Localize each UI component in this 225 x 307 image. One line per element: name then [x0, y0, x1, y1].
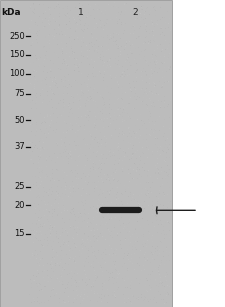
- Text: 1: 1: [78, 8, 84, 17]
- Text: 250: 250: [9, 32, 25, 41]
- Text: 20: 20: [14, 200, 25, 210]
- Text: 50: 50: [14, 116, 25, 125]
- Text: 150: 150: [9, 50, 25, 59]
- Text: kDa: kDa: [1, 8, 21, 17]
- Text: 37: 37: [14, 142, 25, 151]
- FancyBboxPatch shape: [0, 0, 172, 307]
- Text: 100: 100: [9, 69, 25, 78]
- Text: 75: 75: [14, 89, 25, 98]
- Text: 2: 2: [132, 8, 138, 17]
- Text: 25: 25: [14, 182, 25, 191]
- Text: 15: 15: [14, 229, 25, 239]
